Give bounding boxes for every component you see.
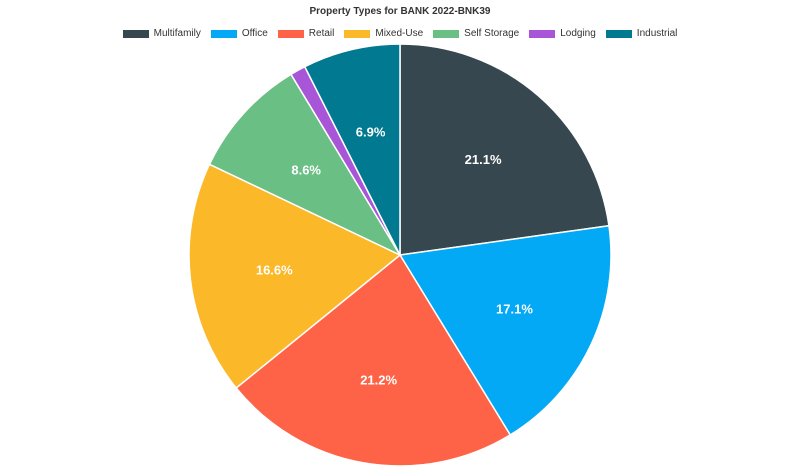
legend-swatch-multifamily (122, 29, 149, 38)
legend-swatch-office (210, 29, 237, 38)
legend-item-industrial[interactable]: Industrial (605, 28, 678, 39)
legend-label-retail: Retail (308, 28, 335, 39)
legend-item-office[interactable]: Office (210, 28, 268, 39)
data-label-mixed-use: 16.6% (256, 263, 293, 278)
legend-label-lodging: Lodging (560, 28, 596, 39)
legend-swatch-retail (277, 29, 304, 38)
data-label-industrial: 6.9% (356, 124, 386, 139)
data-label-retail: 21.2% (360, 372, 397, 387)
data-label-office: 17.1% (496, 302, 533, 317)
legend-label-mixed-use: Mixed-Use (375, 28, 424, 39)
legend-label-industrial: Industrial (636, 28, 678, 39)
legend-swatch-self-storage (433, 29, 460, 38)
legend-swatch-lodging (529, 29, 556, 38)
pie-slice-retail[interactable] (235, 253, 512, 467)
pie-slice-industrial[interactable] (303, 43, 401, 256)
data-label-multifamily: 21.1% (465, 152, 502, 167)
pie-labels: 21.1% 17.1% 21.2% 16.6% 8.6% 6.9% (256, 124, 534, 387)
pie-slice-multifamily[interactable] (399, 43, 610, 256)
pie-slice-mixed-use[interactable] (188, 163, 402, 390)
legend-label-self-storage: Self Storage (464, 28, 520, 39)
legend-item-self-storage[interactable]: Self Storage (433, 28, 519, 39)
chart-title: Property Types for BANK 2022-BNK39 (309, 6, 491, 17)
legend-label-multifamily: Multifamily (153, 28, 201, 39)
pie-slice-office[interactable] (398, 224, 612, 436)
legend-item-retail[interactable]: Retail (277, 28, 335, 39)
legend-item-mixed-use[interactable]: Mixed-Use (344, 28, 423, 39)
pie-slices (188, 43, 612, 467)
legend: Multifamily Office Retail Mixed-Use Self… (0, 28, 800, 39)
legend-item-lodging[interactable]: Lodging (529, 28, 596, 39)
data-label-self-storage: 8.6% (291, 162, 321, 177)
legend-swatch-industrial (605, 29, 632, 38)
pie-slice-self-storage[interactable] (208, 73, 402, 257)
legend-label-office: Office (241, 28, 268, 39)
legend-item-multifamily[interactable]: Multifamily (122, 28, 201, 39)
legend-swatch-mixed-use (344, 29, 371, 38)
